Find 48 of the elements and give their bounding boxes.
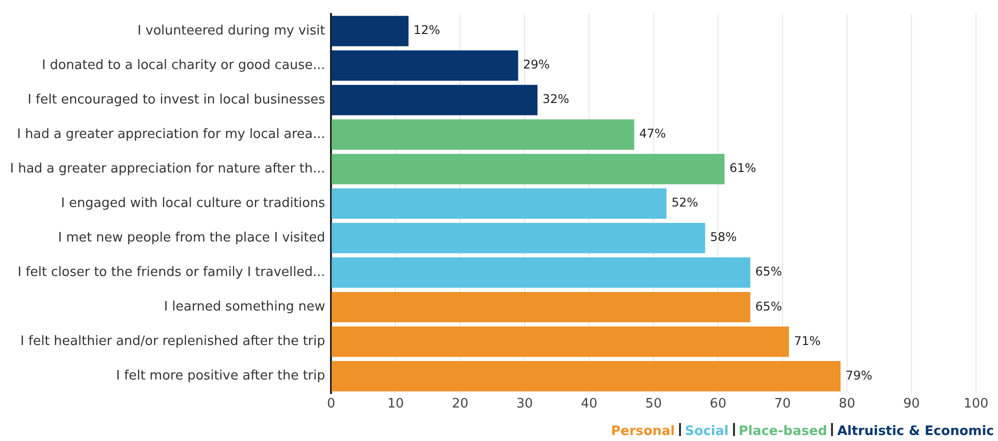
- bar: [332, 188, 666, 219]
- bar: [332, 360, 841, 392]
- y-tick-label: I engaged with local culture or traditions: [61, 196, 326, 211]
- text: Personal: [610, 424, 675, 439]
- y-tick-label: I felt closer to the friends or family I travelled...: [18, 264, 326, 280]
- data-label: 65%: [755, 264, 782, 279]
- data-label: 29%: [523, 58, 550, 72]
- bar: [332, 16, 409, 46]
- x-tick-label: 50: [645, 396, 662, 412]
- bar: [332, 119, 634, 150]
- x-tick-label: 80: [838, 396, 856, 412]
- text: Place-based: [738, 424, 828, 439]
- x-tick-label: 10: [387, 396, 404, 412]
- y-tick-label: I met new people from the place I visited: [58, 230, 326, 246]
- data-label: 58%: [710, 230, 737, 244]
- data-label: 65%: [755, 299, 782, 314]
- x-tick-label: 60: [710, 396, 726, 412]
- data-label: 12%: [414, 23, 440, 38]
- bar: [332, 292, 750, 322]
- y-tick-label: I volunteered during my visit: [138, 23, 326, 38]
- bar: [332, 84, 538, 116]
- data-label: 52%: [671, 196, 698, 210]
- bar: [332, 257, 750, 288]
- x-tick-label: 20: [452, 396, 468, 412]
- data-label: 71%: [794, 334, 821, 348]
- data-label: 61%: [730, 161, 756, 176]
- y-tick-label: I had a greater appreciation for my local area...: [17, 126, 326, 142]
- x-tick-label: 40: [580, 396, 598, 412]
- x-tick-label: 100: [964, 396, 988, 412]
- data-label: 79%: [846, 368, 872, 382]
- bar: [332, 154, 725, 184]
- text: Social: [684, 424, 729, 439]
- text: Altruistic & Economic: [837, 424, 994, 439]
- bar: [332, 50, 518, 81]
- x-tick-label: 0: [327, 396, 336, 412]
- x-tick-label: 70: [774, 396, 791, 412]
- x-tick-label: 30: [516, 396, 533, 412]
- y-tick-label: I had a greater appreciation for nature after th...: [10, 161, 326, 176]
- data-label: 32%: [542, 92, 570, 106]
- y-tick-label: I felt more positive after the trip: [116, 368, 326, 384]
- data-label: 47%: [639, 126, 666, 141]
- bar: [332, 326, 789, 357]
- bar: [332, 222, 706, 254]
- y-tick-label: I felt encouraged to invest in local businesses: [28, 92, 326, 108]
- x-tick-label: 90: [903, 396, 920, 412]
- y-tick-label: I learned something new: [164, 300, 326, 314]
- y-tick-label: I donated to a local charity or good cause...: [42, 58, 326, 73]
- y-tick-label: I felt healthier and/or replenished after the trip: [20, 334, 326, 350]
